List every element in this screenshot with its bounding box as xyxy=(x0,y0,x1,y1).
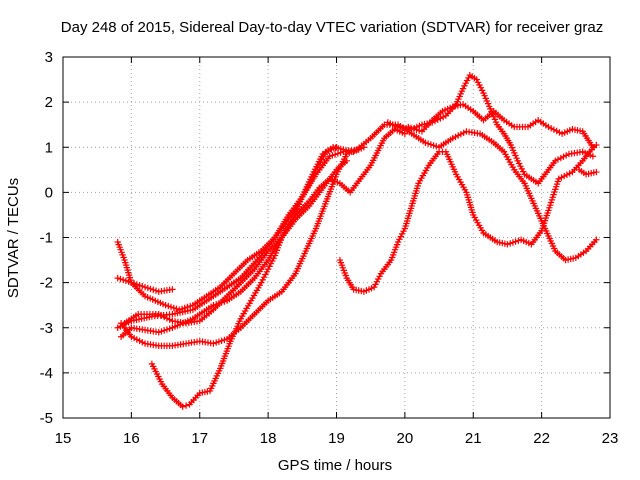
y-tick-label: 2 xyxy=(45,94,53,111)
series-markers xyxy=(578,168,597,177)
y-tick-label: -2 xyxy=(40,275,53,292)
series-line xyxy=(117,124,597,329)
series-line xyxy=(408,103,594,148)
grid xyxy=(63,57,610,418)
series-markers xyxy=(117,121,598,330)
series-5 xyxy=(117,146,361,349)
x-axis-label: GPS time / hours xyxy=(278,457,392,474)
y-tick-label: 1 xyxy=(45,139,53,156)
y-tick-label: -4 xyxy=(40,365,53,382)
x-tick-label: 22 xyxy=(533,430,550,447)
x-tick-label: 20 xyxy=(397,430,414,447)
y-tick-label: 0 xyxy=(45,184,53,201)
x-tick-label: 15 xyxy=(55,430,72,447)
x-tick-label: 23 xyxy=(602,430,619,447)
series-7 xyxy=(148,144,368,410)
series-11 xyxy=(576,166,600,178)
series-markers xyxy=(387,73,594,185)
x-tick-label: 18 xyxy=(260,430,277,447)
y-tick-label: -1 xyxy=(40,230,53,247)
y-axis-label: SDTVAR / TECUs xyxy=(5,178,22,298)
x-tick-label: 16 xyxy=(123,430,140,447)
series-markers xyxy=(407,101,595,149)
series-markers xyxy=(117,275,173,295)
series-10 xyxy=(405,101,597,151)
series-markers xyxy=(150,144,365,409)
y-tick-label: -5 xyxy=(40,410,53,427)
plot-frame xyxy=(62,56,611,419)
x-tick-label: 19 xyxy=(328,430,345,447)
series-2 xyxy=(114,274,176,295)
y-tick-label: 3 xyxy=(45,49,53,66)
series-line xyxy=(339,144,597,293)
data-point xyxy=(141,283,149,291)
data-point xyxy=(176,306,183,313)
x-tick-label: 21 xyxy=(465,430,482,447)
x-tick-label: 17 xyxy=(191,430,208,447)
series-markers xyxy=(337,144,598,295)
series-8 xyxy=(336,141,600,295)
data-layer xyxy=(114,71,600,410)
chart-title: Day 248 of 2015, Sidereal Day-to-day VTE… xyxy=(61,19,603,36)
y-tick-label: -3 xyxy=(40,320,53,337)
series-3 xyxy=(114,121,600,331)
